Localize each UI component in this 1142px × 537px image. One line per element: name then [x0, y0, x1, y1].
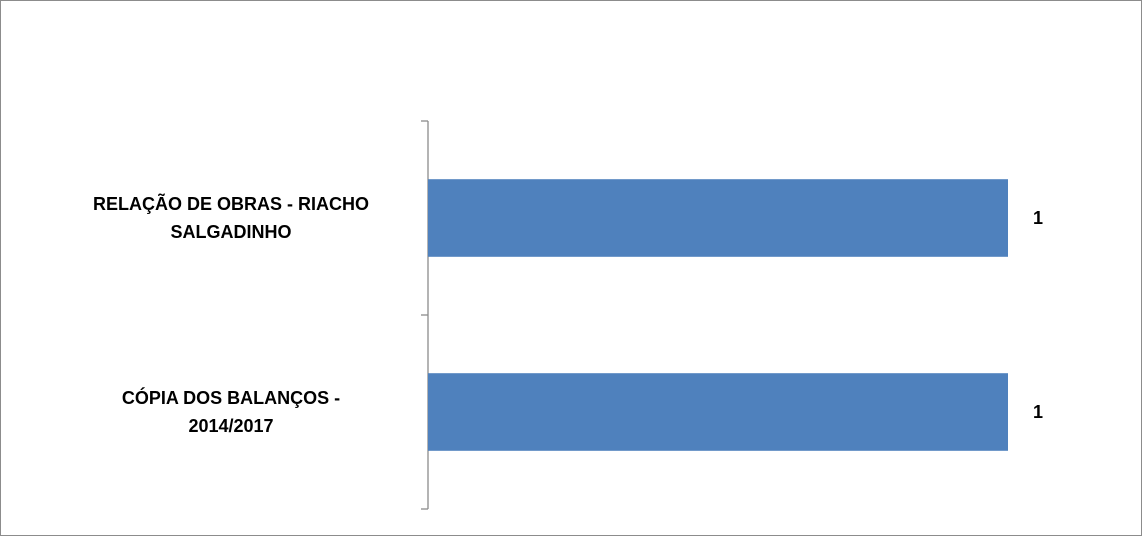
labels-layer: RELAÇÃO DE OBRAS - RIACHO SALGADINHO 1 CÓPI…: [93, 193, 1043, 436]
category-label-line: CÓPIA DOS BALANÇOS -: [122, 387, 340, 408]
bars-layer: [428, 179, 1008, 451]
category-label: RELAÇÃO DE OBRAS - RIACHO SALGADINHO: [93, 193, 369, 242]
category-label-line: SALGADINHO: [171, 222, 292, 242]
data-label: 1: [1033, 402, 1043, 422]
data-label: 1: [1033, 208, 1043, 228]
bar: [428, 373, 1008, 451]
bar: [428, 179, 1008, 257]
category-label-line: RELAÇÃO DE OBRAS - RIACHO: [93, 193, 369, 214]
category-label: CÓPIA DOS BALANÇOS - 2014/2017: [122, 387, 340, 436]
axis-layer: [421, 120, 429, 510]
category-label-line: 2014/2017: [188, 416, 273, 436]
